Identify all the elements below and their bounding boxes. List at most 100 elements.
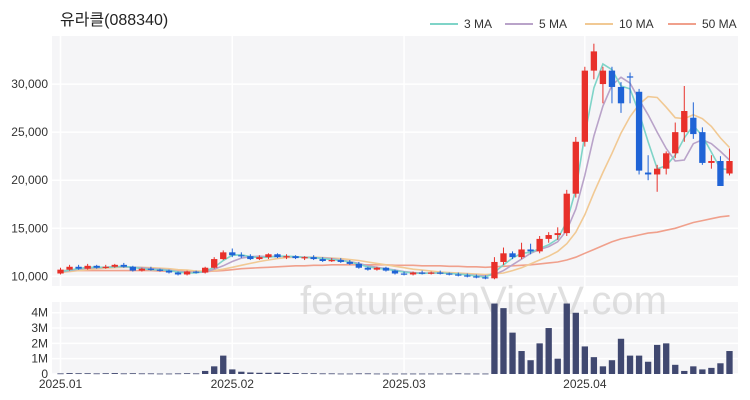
candle-body <box>301 257 308 259</box>
candle-body <box>581 70 589 142</box>
candle-body <box>527 249 534 252</box>
volume-bar <box>608 360 616 374</box>
candle-body <box>717 161 724 186</box>
volume-bar <box>473 373 480 375</box>
candle-body <box>509 253 516 258</box>
candle-body <box>626 76 634 78</box>
volume-bar <box>509 332 516 374</box>
price-tick-label: 15,000 <box>11 221 48 235</box>
candle-body <box>220 252 227 260</box>
candle-body <box>400 273 408 275</box>
candle-body <box>437 272 444 274</box>
volume-bar <box>644 361 652 374</box>
candle-body <box>635 91 643 171</box>
legend-item: 50 MA <box>668 17 737 31</box>
volume-bar <box>536 343 543 374</box>
candle-body <box>310 257 317 260</box>
candle-body <box>192 271 200 273</box>
candle-body <box>690 117 697 135</box>
candle-body <box>608 70 616 87</box>
candle-body <box>590 51 598 71</box>
volume-bar <box>545 328 552 374</box>
volume-bar <box>156 373 164 375</box>
candle-body <box>256 257 263 260</box>
volume-bar <box>563 303 570 374</box>
volume-bar <box>446 373 453 375</box>
volume-bar <box>400 373 408 375</box>
volume-bar <box>220 355 227 374</box>
volume-bar <box>129 373 137 375</box>
volume-bar <box>681 370 688 374</box>
price-panel-bg <box>52 36 738 286</box>
candle-body <box>391 270 399 274</box>
volume-bar <box>672 364 679 374</box>
volume-bar <box>500 308 507 374</box>
candle-body <box>292 256 299 259</box>
volume-bar <box>482 373 489 375</box>
legend: 3 MA 5 MA 10 MA 50 MA <box>430 17 737 31</box>
candle-body <box>663 153 670 169</box>
candle-body <box>111 264 118 267</box>
price-tick-label: 20,000 <box>11 173 48 187</box>
volume-bar <box>418 373 426 375</box>
candle-body <box>319 259 326 261</box>
volume-bar <box>310 373 317 375</box>
volume-tick-label: 0 <box>41 367 48 381</box>
volume-bar <box>726 351 733 374</box>
volume-bar <box>75 373 82 375</box>
candle-body <box>382 267 390 271</box>
volume-tick-label: 2M <box>31 336 48 350</box>
candle-body <box>500 253 507 262</box>
volume-bar <box>635 355 643 374</box>
volume-bar <box>247 372 254 374</box>
candle-body <box>418 272 426 274</box>
candle-body <box>545 235 552 239</box>
volume-bar <box>301 373 308 375</box>
volume-bar <box>201 370 209 374</box>
volume-bar <box>437 373 444 375</box>
volume-bar <box>554 358 561 374</box>
volume-tick-label: 4M <box>31 306 48 320</box>
volume-bar <box>617 338 625 374</box>
volume-bar <box>138 373 146 375</box>
candle-body <box>57 269 64 274</box>
volume-bar <box>599 366 607 374</box>
candle-body <box>165 270 173 273</box>
legend-label: 10 MA <box>619 17 654 31</box>
candle-body <box>672 132 679 154</box>
candle-body <box>120 264 127 267</box>
candle-body <box>274 254 281 258</box>
volume-bar <box>102 373 109 375</box>
candle-body <box>446 273 453 275</box>
candle-body <box>328 260 335 262</box>
candle-body <box>156 269 164 271</box>
volume-bar <box>147 373 155 375</box>
candle-body <box>337 260 344 262</box>
candle-body <box>147 268 155 270</box>
candle-body <box>409 272 417 275</box>
candle-body <box>708 161 715 163</box>
candle-body <box>491 261 498 279</box>
candle-body <box>93 265 100 268</box>
price-tick-label: 25,000 <box>11 125 48 139</box>
volume-bar <box>708 367 715 374</box>
volume-bar <box>346 373 353 375</box>
candle-body <box>572 141 579 194</box>
volume-bar <box>256 372 263 374</box>
candle-body <box>653 168 661 175</box>
legend-item: 10 MA <box>585 17 654 31</box>
price-tick-label: 30,000 <box>11 77 48 91</box>
volume-bar <box>391 373 399 375</box>
candle-body <box>482 277 489 279</box>
ma10-line <box>60 95 731 276</box>
candle-body <box>247 256 254 260</box>
volume-bar <box>111 373 118 374</box>
volume-bar <box>690 366 697 374</box>
volume-bar <box>364 373 372 375</box>
volume-bar <box>373 373 381 375</box>
volume-bar <box>581 346 589 374</box>
candle-body <box>129 266 137 271</box>
volume-bar <box>192 373 200 375</box>
volume-bar <box>229 369 236 374</box>
